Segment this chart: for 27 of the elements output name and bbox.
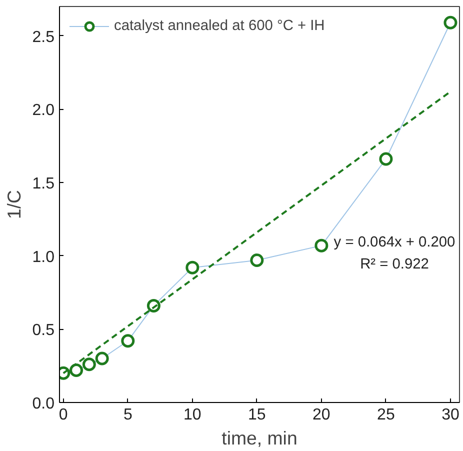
x-tick-label: 15 bbox=[248, 406, 266, 424]
point bbox=[314, 238, 328, 252]
point bbox=[379, 152, 393, 166]
y-tick-label: 0.5 bbox=[32, 322, 55, 340]
y-axis-title: 1/C bbox=[3, 190, 24, 220]
point bbox=[121, 334, 135, 348]
y-tick-label: 2.5 bbox=[32, 28, 55, 46]
x-tick-label: 20 bbox=[312, 406, 330, 424]
x-tick-label: 5 bbox=[123, 406, 132, 424]
y-tick-label: 1.5 bbox=[32, 176, 55, 192]
point bbox=[444, 16, 458, 30]
x-tick-label: 10 bbox=[184, 406, 202, 424]
x-tick-label: 0 bbox=[58, 406, 68, 424]
y-tick-label: 0.0 bbox=[32, 396, 55, 412]
x-tick-label: 30 bbox=[442, 406, 460, 424]
point bbox=[186, 260, 200, 274]
y-tick-label: 2.0 bbox=[32, 102, 55, 120]
y-tick-label: 1.0 bbox=[32, 248, 55, 266]
legend-label: catalyst annealed at 600 °C + IH bbox=[114, 18, 325, 34]
point bbox=[82, 358, 96, 372]
annotation: y = 0.064x + 0.200 bbox=[334, 234, 456, 250]
point bbox=[250, 253, 264, 267]
point bbox=[70, 363, 84, 377]
point bbox=[95, 352, 109, 366]
annotation: R² = 0.922 bbox=[360, 256, 429, 272]
x-tick-label: 25 bbox=[377, 406, 395, 424]
x-axis-title: time, min bbox=[222, 428, 298, 448]
